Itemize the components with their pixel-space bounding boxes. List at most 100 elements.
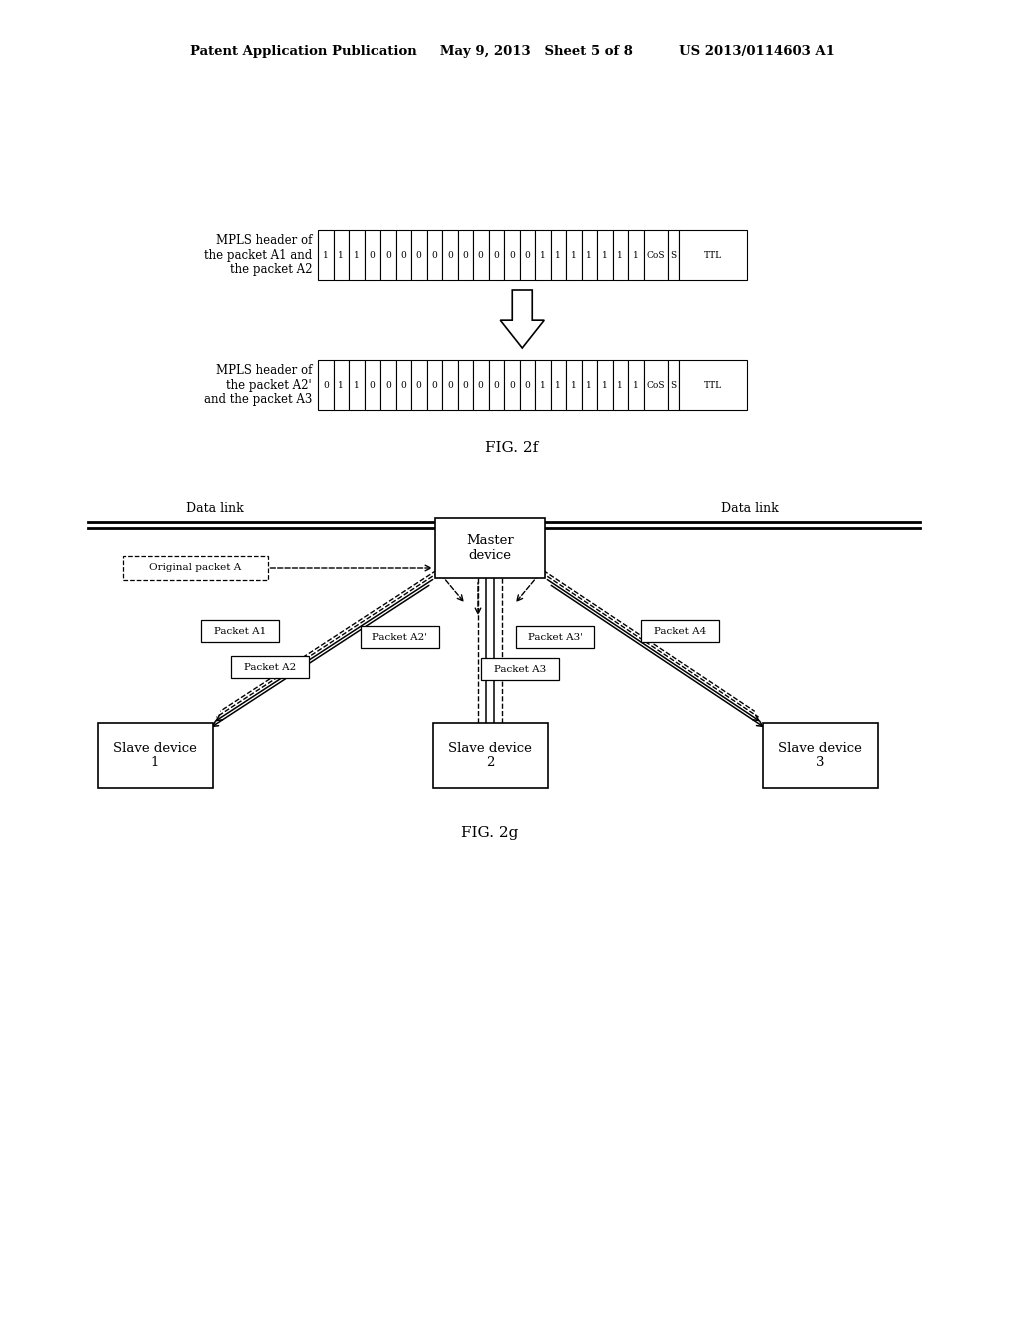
Text: 1: 1	[633, 251, 639, 260]
Bar	[628, 360, 643, 411]
Text: 0: 0	[494, 380, 499, 389]
Text: 1: 1	[617, 380, 624, 389]
Bar	[365, 230, 380, 280]
Text: 0: 0	[478, 251, 483, 260]
Bar	[597, 360, 612, 411]
Text: 1: 1	[323, 251, 329, 260]
Text: FIG. 2f: FIG. 2f	[485, 441, 539, 455]
Text: 0: 0	[385, 380, 390, 389]
Bar	[566, 230, 582, 280]
Bar	[334, 230, 349, 280]
Text: 0: 0	[509, 380, 515, 389]
Text: Packet A3: Packet A3	[494, 664, 546, 673]
Text: 0: 0	[416, 380, 422, 389]
Bar	[442, 360, 458, 411]
Bar	[427, 360, 442, 411]
Bar	[473, 360, 488, 411]
Bar	[612, 230, 628, 280]
Bar	[395, 230, 411, 280]
Bar	[597, 230, 612, 280]
Text: Packet A1: Packet A1	[214, 627, 266, 635]
Bar	[349, 230, 365, 280]
Text: 0: 0	[463, 380, 468, 389]
Bar	[473, 230, 488, 280]
Text: 0: 0	[400, 251, 407, 260]
Bar	[481, 657, 559, 680]
Text: Master
device: Master device	[466, 535, 514, 562]
Text: Packet A4: Packet A4	[654, 627, 707, 635]
Bar	[535, 230, 551, 280]
Bar	[679, 360, 746, 411]
Text: Data link: Data link	[186, 502, 244, 515]
Bar	[380, 360, 395, 411]
Text: Packet A2': Packet A2'	[373, 632, 427, 642]
Bar	[612, 360, 628, 411]
Text: 0: 0	[431, 380, 437, 389]
Text: 0: 0	[524, 380, 530, 389]
Bar	[679, 230, 746, 280]
Text: CoS: CoS	[646, 380, 665, 389]
Text: 1: 1	[587, 380, 592, 389]
Bar	[231, 656, 309, 678]
Text: 1: 1	[338, 251, 344, 260]
Text: 1: 1	[555, 251, 561, 260]
Bar	[504, 230, 519, 280]
Bar	[395, 360, 411, 411]
Text: 0: 0	[463, 251, 468, 260]
Text: 0: 0	[370, 380, 375, 389]
Bar	[365, 360, 380, 411]
Text: 0: 0	[370, 251, 375, 260]
Text: 0: 0	[385, 251, 390, 260]
Bar	[334, 360, 349, 411]
Text: Slave device
3: Slave device 3	[778, 742, 862, 770]
Text: Packet A2: Packet A2	[244, 663, 296, 672]
Text: 0: 0	[431, 251, 437, 260]
Text: 0: 0	[524, 251, 530, 260]
Text: Original packet A: Original packet A	[148, 564, 241, 573]
Text: Packet A3': Packet A3'	[527, 632, 583, 642]
Text: 1: 1	[540, 251, 546, 260]
Text: FIG. 2g: FIG. 2g	[462, 826, 519, 840]
Polygon shape	[501, 290, 544, 348]
Bar	[643, 360, 668, 411]
Text: 1: 1	[570, 380, 577, 389]
Bar	[519, 360, 535, 411]
Text: Data link: Data link	[721, 502, 779, 515]
Text: 1: 1	[617, 251, 624, 260]
Text: MPLS header of
the packet A2'
and the packet A3: MPLS header of the packet A2' and the pa…	[204, 363, 312, 407]
Text: 0: 0	[323, 380, 329, 389]
Bar	[318, 230, 334, 280]
Text: 1: 1	[338, 380, 344, 389]
Bar	[411, 360, 427, 411]
Text: 0: 0	[400, 380, 407, 389]
Bar	[643, 230, 668, 280]
Bar	[435, 517, 545, 578]
Bar	[668, 360, 679, 411]
Text: 1: 1	[602, 251, 607, 260]
Text: 0: 0	[478, 380, 483, 389]
Bar	[442, 230, 458, 280]
Text: Slave device
2: Slave device 2	[449, 742, 531, 770]
Bar	[519, 230, 535, 280]
Text: 1: 1	[570, 251, 577, 260]
Bar	[535, 360, 551, 411]
Bar	[516, 626, 594, 648]
Text: 0: 0	[446, 251, 453, 260]
Text: 0: 0	[494, 251, 499, 260]
Text: 0: 0	[416, 251, 422, 260]
Text: 1: 1	[354, 251, 359, 260]
Text: S: S	[670, 380, 676, 389]
Bar	[411, 230, 427, 280]
Text: 0: 0	[509, 251, 515, 260]
Text: 1: 1	[587, 251, 592, 260]
Bar	[566, 360, 582, 411]
Bar	[504, 360, 519, 411]
Bar	[201, 620, 279, 642]
Text: 1: 1	[602, 380, 607, 389]
Bar	[641, 620, 719, 642]
Bar	[458, 360, 473, 411]
Bar	[97, 723, 213, 788]
Bar	[318, 360, 334, 411]
Bar	[349, 360, 365, 411]
Bar	[432, 723, 548, 788]
